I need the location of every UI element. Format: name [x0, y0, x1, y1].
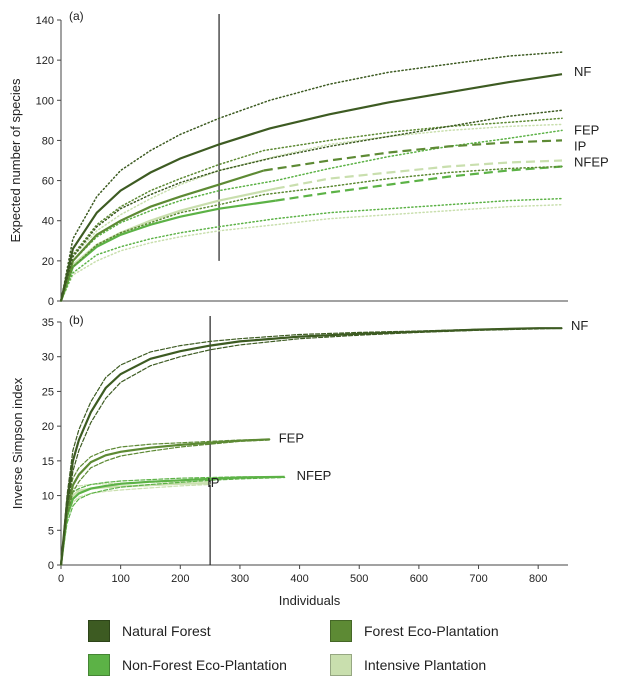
series-nfep-upper-bound — [60, 476, 286, 566]
series-fep-extrapolated-line — [263, 139, 563, 172]
series-nf-upper-bound — [60, 51, 563, 302]
x-tick-label: 100 — [111, 573, 129, 585]
legend-swatch-forest-eco-plantation — [330, 620, 352, 642]
x-tick-label: 800 — [529, 573, 547, 585]
x-tick-label: 400 — [290, 573, 308, 585]
legend: Natural Forest Forest Eco-Plantation Non… — [0, 612, 618, 680]
series-ip-line — [59, 187, 276, 302]
y-tick-label: 0 — [48, 560, 54, 572]
legend-item-natural-forest: Natural Forest — [88, 620, 211, 642]
series-nfep-extrapolated-line — [275, 165, 563, 202]
series-nfep-upper-bound — [60, 129, 563, 302]
y-tick-label: 20 — [42, 256, 54, 268]
legend-swatch-natural-forest — [88, 620, 110, 642]
x-axis-title: Individuals — [279, 593, 341, 608]
series-label-nfep: NFEP — [574, 155, 609, 170]
y-axis-title: Expected number of species — [8, 78, 23, 243]
y-tick-label: 30 — [42, 352, 54, 364]
series-ip-extrapolated-line — [275, 159, 563, 190]
legend-item-forest-eco-plantation: Forest Eco-Plantation — [330, 620, 499, 642]
series-label-fep: FEP — [279, 431, 304, 446]
x-tick-label: 300 — [231, 573, 249, 585]
series-label-ip: IP — [574, 138, 586, 153]
panel-label: (a) — [69, 9, 84, 23]
series-ip-line — [59, 482, 211, 566]
series-nf-line — [59, 327, 562, 566]
series-fep-line — [59, 438, 270, 566]
y-tick-label: 25 — [42, 386, 54, 398]
x-tick-label: 600 — [410, 573, 428, 585]
series-nf-lower-bound — [60, 109, 563, 302]
y-tick-label: 35 — [42, 317, 54, 329]
y-tick-label: 60 — [42, 176, 54, 188]
legend-swatch-intensive-plantation — [330, 654, 352, 676]
series-label-ip: IP — [207, 475, 219, 490]
legend-label-intensive-plantation: Intensive Plantation — [364, 657, 487, 673]
series-fep-upper-bound — [60, 438, 271, 566]
series-fep-lower-bound — [60, 165, 563, 302]
x-tick-label: 200 — [171, 573, 189, 585]
y-tick-label: 15 — [42, 456, 54, 468]
y-tick-label: 10 — [42, 491, 54, 503]
y-tick-label: 140 — [36, 15, 54, 27]
series-nfep-lower-bound — [60, 197, 563, 302]
series-label-nf: NF — [571, 318, 588, 333]
legend-item-non-forest-eco-plantation: Non-Forest Eco-Plantation — [88, 654, 287, 676]
x-tick-label: 0 — [58, 573, 64, 585]
series-nfep-line — [59, 475, 285, 566]
series-label-fep: FEP — [574, 122, 599, 137]
y-tick-label: 120 — [36, 55, 54, 67]
series-ip-lower-bound — [60, 203, 563, 302]
x-tick-label: 500 — [350, 573, 368, 585]
panel-b: 0 5 10 15 20 25 30 35 0 100 200 300 400 500 600 700 800 I… — [10, 313, 588, 608]
x-tick-label: 700 — [469, 573, 487, 585]
series-nf-upper-bound — [60, 327, 563, 566]
series-nf-line — [59, 73, 563, 302]
y-tick-label: 5 — [48, 525, 54, 537]
legend-swatch-non-forest-eco-plantation — [88, 654, 110, 676]
y-tick-label: 0 — [48, 296, 54, 308]
series-nf-lower-bound — [60, 327, 563, 566]
y-tick-label: 100 — [36, 95, 54, 107]
series-fep-lower-bound — [60, 439, 271, 566]
series-nfep-lower-bound — [60, 476, 286, 566]
legend-label-forest-eco-plantation: Forest Eco-Plantation — [364, 623, 499, 639]
legend-label-natural-forest: Natural Forest — [122, 623, 211, 639]
y-tick-label: 20 — [42, 421, 54, 433]
legend-label-non-forest-eco-plantation: Non-Forest Eco-Plantation — [122, 657, 287, 673]
series-ip-upper-bound — [60, 481, 211, 566]
y-tick-label: 80 — [42, 135, 54, 147]
panel-a: 0 20 40 60 80 100 120 140 Expected number of spe… — [8, 9, 609, 308]
panel-label: (b) — [69, 313, 84, 327]
series-fep-line — [59, 169, 265, 302]
series-label-nfep: NFEP — [297, 468, 332, 483]
y-tick-label: 40 — [42, 216, 54, 228]
series-fep-upper-bound — [60, 117, 563, 302]
series-label-nf: NF — [574, 64, 591, 79]
legend-item-intensive-plantation: Intensive Plantation — [330, 654, 486, 676]
y-axis-title: Inverse Simpson index — [10, 377, 25, 509]
